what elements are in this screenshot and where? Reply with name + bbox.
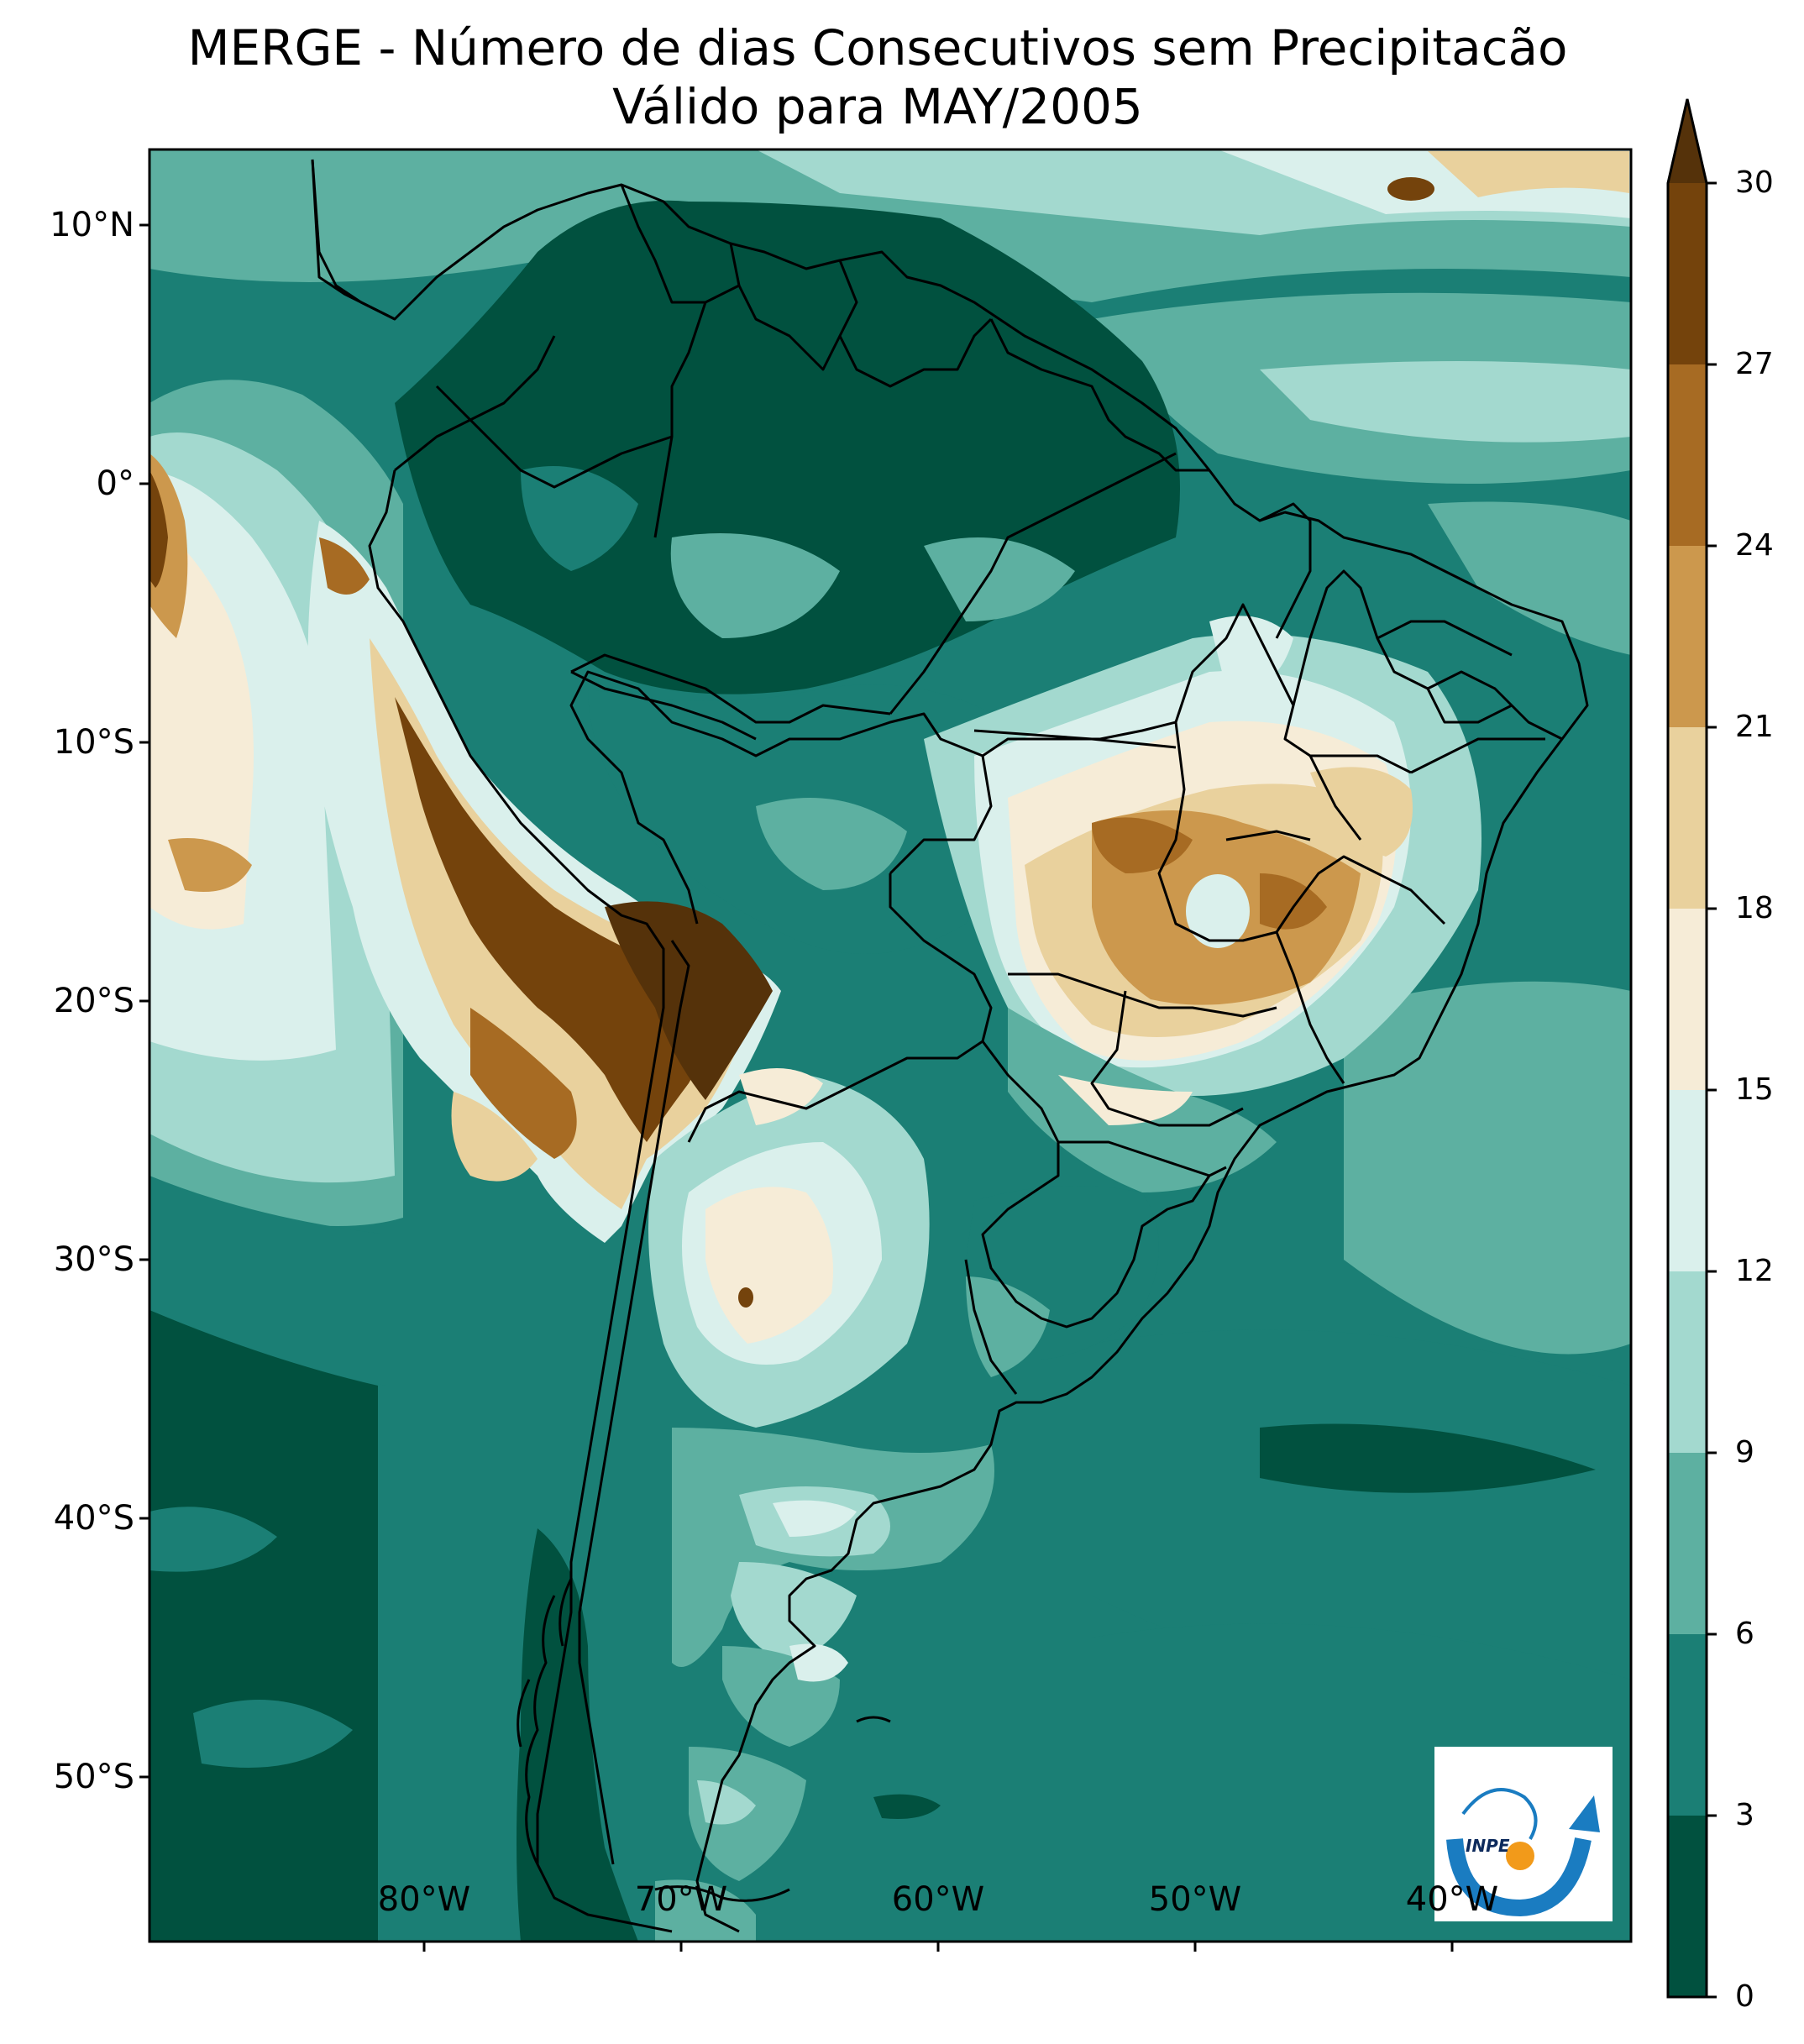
lat-label-20s: 20°S bbox=[53, 982, 134, 1020]
colorbar-tick-21: 21 bbox=[1735, 710, 1774, 744]
colorbar-tick-15: 15 bbox=[1735, 1072, 1774, 1107]
lat-label-10s: 10°S bbox=[53, 723, 134, 762]
lat-label-40s: 40°S bbox=[53, 1499, 134, 1538]
precipitation-field bbox=[149, 149, 1631, 1942]
map-title: MERGE - Número de dias Consecutivos sem … bbox=[187, 19, 1568, 76]
map-subtitle: Válido para MAY/2005 bbox=[612, 78, 1143, 135]
lon-label-60w: 60°W bbox=[891, 1880, 985, 1919]
lon-label-40w: 40°W bbox=[1405, 1880, 1499, 1919]
logo-text: INPE bbox=[1466, 1836, 1510, 1856]
island-coastlines bbox=[517, 1578, 891, 1902]
colorbar-tick-12: 12 bbox=[1735, 1254, 1774, 1288]
colorbar-tick-0: 0 bbox=[1735, 1979, 1754, 2014]
colorbar-tick-6: 6 bbox=[1735, 1617, 1754, 1651]
lat-label-10n: 10°N bbox=[50, 206, 134, 244]
colorbar-tick-3: 3 bbox=[1735, 1798, 1754, 1832]
map-frame bbox=[148, 148, 1633, 1943]
lat-label-50s: 50°S bbox=[53, 1758, 134, 1796]
colorbar bbox=[1666, 98, 1717, 1999]
lat-label-0: 0° bbox=[96, 464, 134, 503]
colorbar-tick-9: 9 bbox=[1735, 1435, 1754, 1470]
colorbar-tick-30: 30 bbox=[1735, 165, 1774, 200]
axis-ticks bbox=[139, 223, 1454, 1952]
inpe-logo: INPE bbox=[1434, 1747, 1613, 1921]
lat-label-30s: 30°S bbox=[53, 1240, 134, 1279]
colorbar-tick-24: 24 bbox=[1735, 528, 1774, 563]
colorbar-tick-18: 18 bbox=[1735, 891, 1774, 925]
coastline-borders bbox=[311, 159, 1589, 1933]
lon-label-80w: 80°W bbox=[377, 1880, 471, 1919]
lon-label-70w: 70°W bbox=[634, 1880, 728, 1919]
colorbar-tick-27: 27 bbox=[1735, 347, 1774, 381]
lon-label-50w: 50°W bbox=[1148, 1880, 1242, 1919]
